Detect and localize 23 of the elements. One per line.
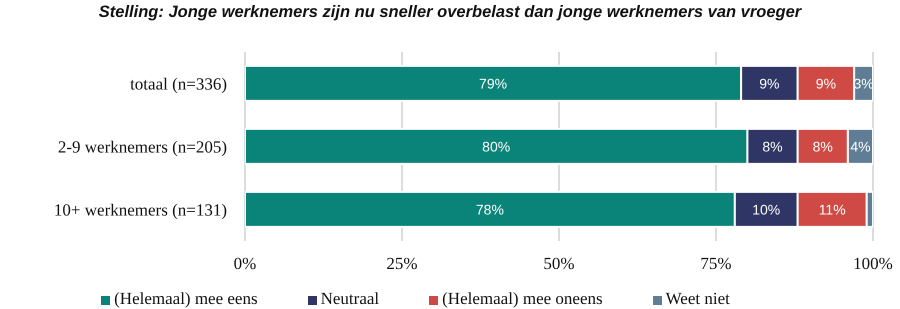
x-tick-label: 100% bbox=[853, 254, 893, 274]
data-label: 80% bbox=[482, 138, 510, 154]
chart-title: Stelling: Jonge werknemers zijn nu sneller overbelast dan jonge werknemers van vroeger bbox=[98, 2, 803, 23]
y-tick-label: totaal (n=336) bbox=[130, 74, 227, 94]
data-label: 78% bbox=[476, 201, 504, 218]
legend-label: Weet niet bbox=[666, 289, 730, 308]
data-label: 79% bbox=[479, 75, 508, 92]
legend-label: Neutraal bbox=[320, 289, 380, 308]
data-label: 11% bbox=[818, 201, 846, 218]
data-label: 9% bbox=[759, 75, 780, 92]
y-tick-label: 2-9 werknemers (n=205) bbox=[58, 138, 227, 157]
legend-label: (Helemaal) mee eens bbox=[114, 289, 258, 308]
data-label: 10% bbox=[752, 201, 780, 218]
x-tick-label: 50% bbox=[543, 254, 575, 274]
data-label: 4% bbox=[850, 138, 871, 154]
x-tick-label: 75% bbox=[700, 254, 732, 274]
y-tick-label: 10+ werknemers (n=131) bbox=[54, 200, 227, 220]
x-tick-label: 25% bbox=[386, 254, 418, 274]
legend-label: (Helemaal) mee oneens bbox=[442, 289, 603, 308]
data-label: 8% bbox=[812, 138, 833, 154]
x-tick-label: 0% bbox=[234, 254, 256, 274]
data-label: 9% bbox=[816, 75, 836, 92]
data-label: 8% bbox=[762, 138, 783, 154]
